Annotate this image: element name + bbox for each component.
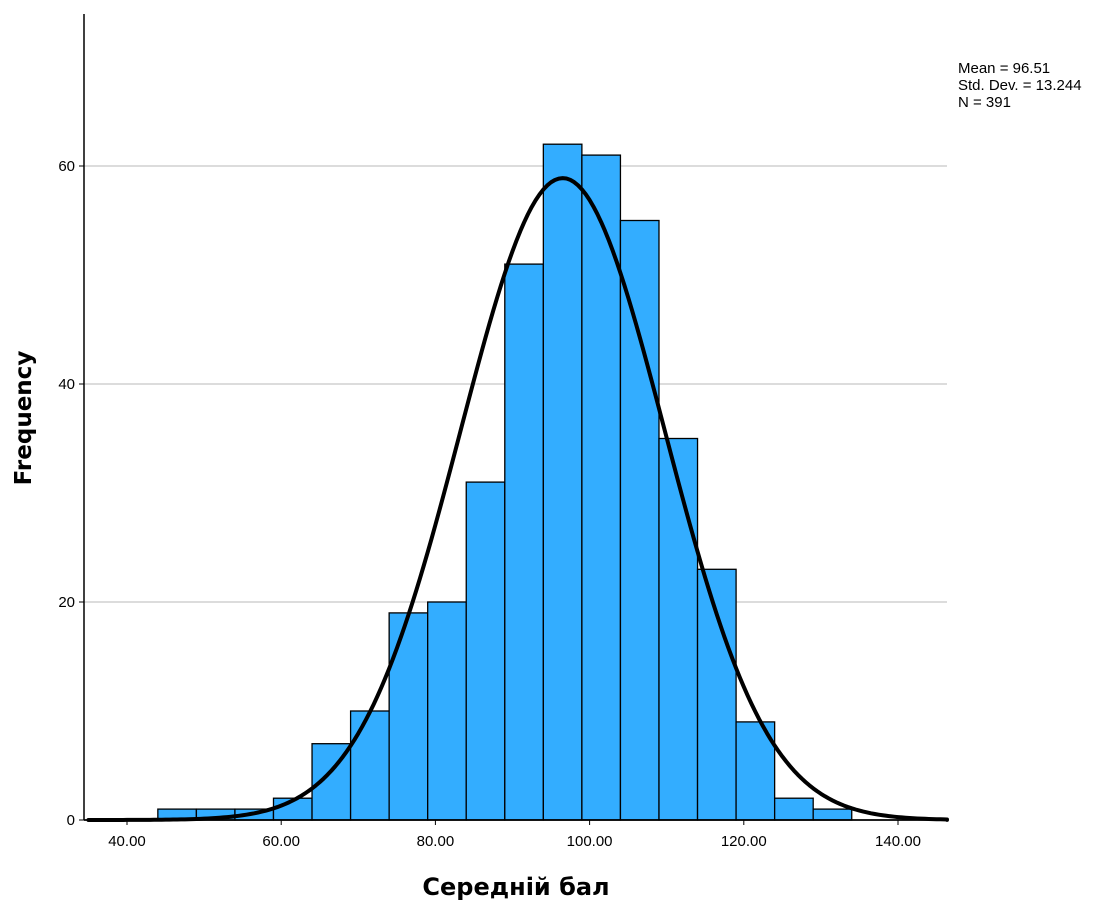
histogram-bar-17 — [773, 797, 814, 821]
histogram-bar-13 — [619, 219, 660, 821]
histogram-bar-9 — [465, 481, 506, 821]
x-tick-label: 140.00 — [875, 833, 921, 850]
stats-n: N = 391 — [958, 94, 1011, 111]
y-tick-label: 20 — [58, 594, 75, 611]
stats-std-dev: Std. Dev. = 13.244 — [958, 77, 1082, 94]
histogram-bar-12 — [581, 154, 622, 821]
y-tick-labels: 0 20 40 60 — [58, 158, 84, 829]
histogram-bar-18 — [812, 808, 853, 821]
histogram-bars — [157, 143, 853, 821]
x-tick-labels: 40.00 60.00 80.00 100.00 120.00 140.00 — [108, 820, 921, 850]
x-axis-title: Середній бал — [422, 873, 609, 901]
stats-box: Mean = 96.51 Std. Dev. = 13.244 N = 391 — [958, 60, 1082, 111]
axes — [83, 14, 947, 821]
y-tick-label: 60 — [58, 158, 75, 175]
y-tick-label: 0 — [67, 812, 75, 829]
y-axis-title: Frequency — [11, 351, 37, 486]
histogram-bar-7 — [388, 612, 429, 821]
x-tick-label: 100.00 — [567, 833, 613, 850]
histogram-bar-6 — [349, 710, 390, 821]
stats-mean: Mean = 96.51 — [958, 60, 1050, 77]
x-tick-label: 40.00 — [108, 833, 146, 850]
histogram-bar-15 — [696, 568, 737, 821]
normal-curve — [86, 176, 949, 822]
histogram-bar-14 — [658, 437, 699, 821]
x-tick-label: 60.00 — [262, 833, 300, 850]
histogram-bar-10 — [504, 263, 544, 821]
x-tick-label: 120.00 — [721, 833, 767, 850]
histogram-bar-11 — [542, 143, 583, 821]
x-tick-label: 80.00 — [417, 833, 455, 850]
normal-curve-layer — [86, 176, 949, 822]
histogram-bar-8 — [427, 601, 467, 821]
y-tick-label: 40 — [58, 376, 75, 393]
